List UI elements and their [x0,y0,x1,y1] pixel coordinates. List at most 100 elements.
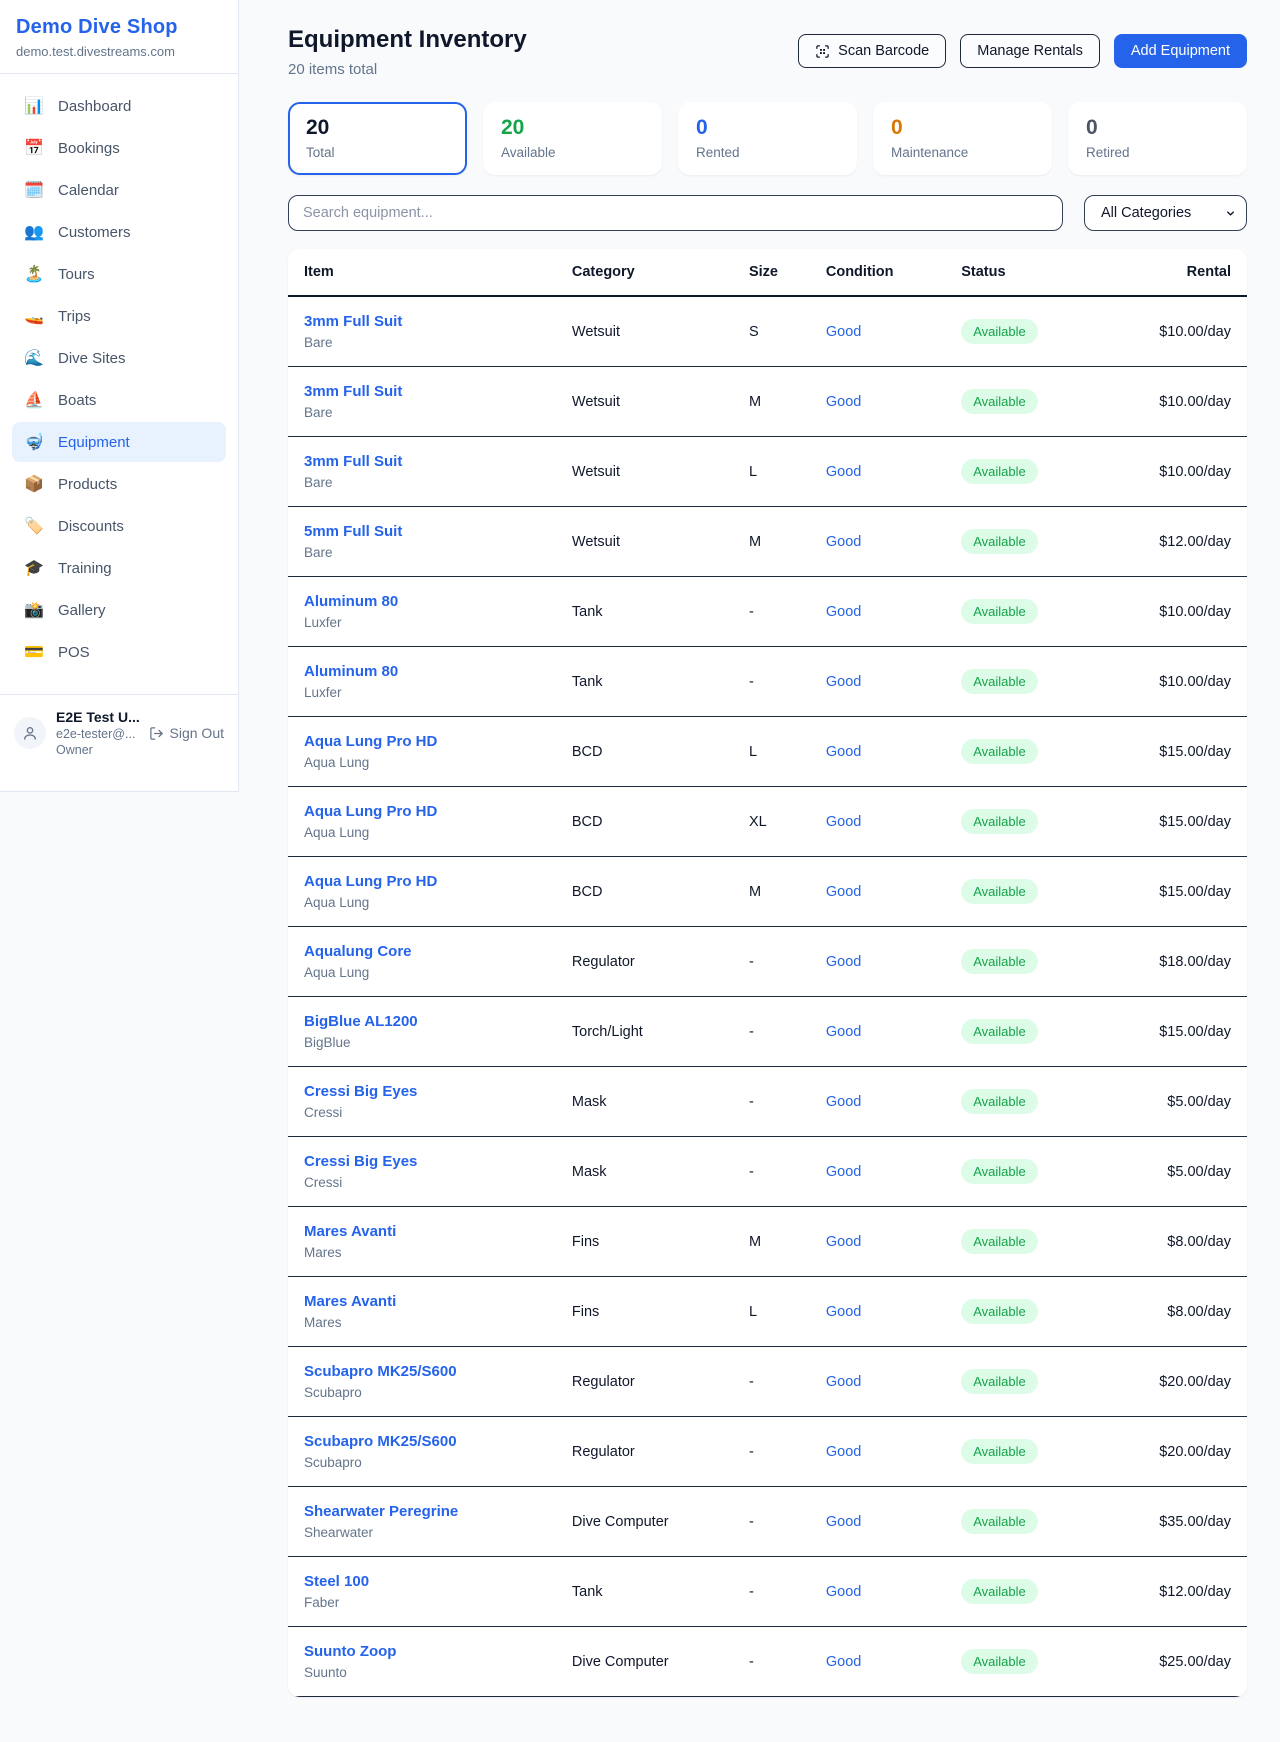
sidebar-item-label: Training [58,559,112,577]
sidebar-item[interactable]: ⛵ Boats [12,380,226,420]
item-cell: 5mm Full Suit Bare [304,523,572,560]
item-name-link[interactable]: Aqua Lung Pro HD [304,803,438,820]
status-badge: Available [961,809,1038,834]
stat-card[interactable]: 20 Available [483,102,662,175]
rental-cell: $10.00/day [1159,463,1231,480]
rental-cell: $10.00/day [1159,603,1231,620]
stat-label: Total [306,145,335,160]
status-cell: Available [961,879,1109,904]
category-cell: Wetsuit [571,533,620,550]
sidebar-item[interactable]: 🏷️ Discounts [12,506,226,546]
condition-link[interactable]: Good [825,813,862,830]
sidebar-item[interactable]: 📅 Bookings [12,128,226,168]
status-cell: Available [961,1369,1109,1394]
item-name-link[interactable]: Aqua Lung Pro HD [304,733,438,750]
table-row: BigBlue AL1200 BigBlue Torch/Light - Goo… [288,997,1247,1067]
item-name-link[interactable]: Mares Avanti [304,1293,397,1310]
sidebar-item[interactable]: 🎓 Training [12,548,226,588]
condition-link[interactable]: Good [825,1093,862,1110]
add-equipment-button[interactable]: Add Equipment [1113,34,1247,68]
size-cell: - [748,1513,754,1530]
stat-cards: 20 Total 20 Available 0 Rented 0 Mainten… [288,102,1247,175]
item-name-link[interactable]: Cressi Big Eyes [304,1083,418,1100]
item-name-link[interactable]: Steel 100 [304,1573,370,1590]
item-name-link[interactable]: Aluminum 80 [304,593,399,610]
status-cell: Available [961,1229,1109,1254]
header-actions: Scan Barcode Manage Rentals Add Equipmen… [798,34,1247,68]
item-brand: Bare [304,475,333,490]
item-name-link[interactable]: BigBlue AL1200 [304,1013,418,1030]
column-header-condition: Condition [825,264,894,280]
item-name-link[interactable]: Shearwater Peregrine [304,1503,459,1520]
item-name-link[interactable]: Cressi Big Eyes [304,1153,418,1170]
stat-card[interactable]: 0 Maintenance [873,102,1052,175]
stat-card[interactable]: 0 Rented [678,102,857,175]
sidebar-item[interactable]: 🗓️ Calendar [12,170,226,210]
status-cell: Available [961,1439,1109,1464]
sidebar-item[interactable]: 🤿 Equipment [12,422,226,462]
sidebar-item[interactable]: 🌊 Dive Sites [12,338,226,378]
item-name-link[interactable]: Scubapro MK25/S600 [304,1363,457,1380]
item-name-link[interactable]: Aluminum 80 [304,663,399,680]
sidebar-item[interactable]: 🚤 Trips [12,296,226,336]
search-input[interactable] [288,195,1063,231]
item-cell: Shearwater Peregrine Shearwater [304,1503,572,1540]
condition-link[interactable]: Good [825,603,862,620]
item-name-link[interactable]: Aqua Lung Pro HD [304,873,438,890]
table-row: 5mm Full Suit Bare Wetsuit M Good Availa… [288,507,1247,577]
column-header-rental: Rental [1186,264,1231,280]
condition-link[interactable]: Good [825,393,862,410]
page-header: Equipment Inventory 20 items total Scan … [288,26,1247,78]
item-name-link[interactable]: 3mm Full Suit [304,383,403,400]
sign-out-button[interactable]: Sign Out [149,725,224,741]
stat-label: Rented [696,145,740,160]
condition-link[interactable]: Good [825,533,862,550]
sidebar-item[interactable]: 💳 POS [12,632,226,672]
sidebar-item[interactable]: 🏝️ Tours [12,254,226,294]
item-name-link[interactable]: 5mm Full Suit [304,523,403,540]
condition-link[interactable]: Good [825,953,862,970]
condition-link[interactable]: Good [825,463,862,480]
category-cell: Regulator [571,1443,635,1460]
condition-link[interactable]: Good [825,743,862,760]
status-badge: Available [961,599,1038,624]
stat-card[interactable]: 0 Retired [1068,102,1247,175]
condition-link[interactable]: Good [825,1163,862,1180]
category-cell: Fins [571,1233,600,1250]
condition-link[interactable]: Good [825,1583,862,1600]
sidebar-item[interactable]: 📸 Gallery [12,590,226,630]
condition-link[interactable]: Good [825,1233,862,1250]
table-row: Aluminum 80 Luxfer Tank - Good Available… [288,577,1247,647]
item-name-link[interactable]: Mares Avanti [304,1223,397,1240]
status-badge: Available [961,1649,1038,1674]
condition-link[interactable]: Good [825,1653,862,1670]
sidebar-item[interactable]: 👥 Customers [12,212,226,252]
status-badge: Available [961,1159,1038,1184]
table-row: 3mm Full Suit Bare Wetsuit S Good Availa… [288,297,1247,367]
status-cell: Available [961,739,1109,764]
item-name-link[interactable]: 3mm Full Suit [304,453,403,470]
sidebar-item[interactable]: 📊 Dashboard [12,86,226,126]
condition-link[interactable]: Good [825,673,862,690]
category-cell: Wetsuit [571,323,620,340]
scan-barcode-button[interactable]: Scan Barcode [798,34,947,68]
condition-link[interactable]: Good [825,883,862,900]
condition-link[interactable]: Good [825,323,862,340]
stat-card[interactable]: 20 Total [288,102,467,175]
condition-link[interactable]: Good [825,1373,862,1390]
rental-cell: $20.00/day [1159,1373,1231,1390]
item-name-link[interactable]: Suunto Zoop [304,1643,397,1660]
sidebar-item[interactable]: 📦 Products [12,464,226,504]
filter-row: All Categories [288,195,1247,231]
item-name-link[interactable]: 3mm Full Suit [304,313,403,330]
manage-rentals-button[interactable]: Manage Rentals [960,34,1100,68]
item-brand: Aqua Lung [304,965,370,980]
condition-link[interactable]: Good [825,1303,862,1320]
category-select[interactable]: All Categories [1084,195,1247,231]
item-name-link[interactable]: Scubapro MK25/S600 [304,1433,457,1450]
condition-link[interactable]: Good [825,1443,862,1460]
column-header-size: Size [748,264,778,280]
condition-link[interactable]: Good [825,1513,862,1530]
condition-link[interactable]: Good [825,1023,862,1040]
item-name-link[interactable]: Aqualung Core [304,943,412,960]
